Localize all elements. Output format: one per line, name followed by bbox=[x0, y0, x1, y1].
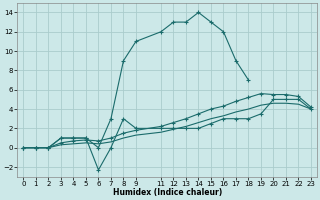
X-axis label: Humidex (Indice chaleur): Humidex (Indice chaleur) bbox=[113, 188, 222, 197]
